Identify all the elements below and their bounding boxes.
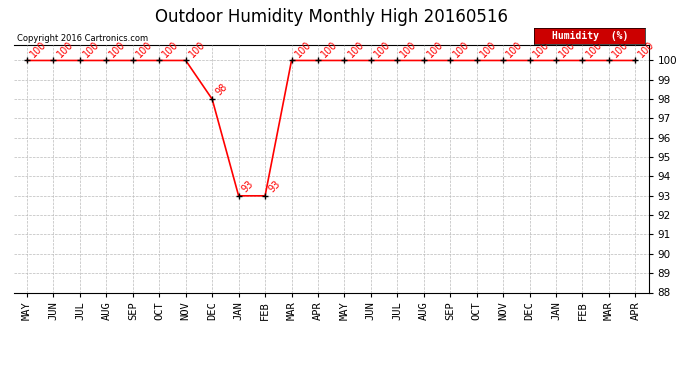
Text: 100: 100 [55, 39, 75, 59]
Text: 100: 100 [135, 39, 155, 59]
Text: 100: 100 [373, 39, 393, 59]
Text: 100: 100 [399, 39, 419, 59]
Text: 100: 100 [531, 39, 551, 59]
Text: 100: 100 [28, 39, 48, 59]
Text: 100: 100 [611, 39, 631, 59]
Text: 100: 100 [108, 39, 128, 59]
Text: 100: 100 [346, 39, 366, 59]
Text: Copyright 2016 Cartronics.com: Copyright 2016 Cartronics.com [17, 33, 148, 42]
Text: 100: 100 [81, 39, 101, 59]
Text: 98: 98 [214, 82, 229, 98]
Text: 100: 100 [161, 39, 181, 59]
Text: 100: 100 [293, 39, 313, 59]
Text: 100: 100 [187, 39, 207, 59]
Text: 100: 100 [478, 39, 498, 59]
Text: 100: 100 [637, 39, 657, 59]
Text: 100: 100 [452, 39, 472, 59]
Text: 100: 100 [425, 39, 445, 59]
Title: Outdoor Humidity Monthly High 20160516: Outdoor Humidity Monthly High 20160516 [155, 8, 508, 26]
Text: 100: 100 [584, 39, 604, 59]
Text: 93: 93 [240, 179, 256, 194]
Text: 100: 100 [558, 39, 578, 59]
Text: 100: 100 [504, 39, 524, 59]
Text: 100: 100 [319, 39, 339, 59]
Text: 93: 93 [266, 179, 282, 194]
